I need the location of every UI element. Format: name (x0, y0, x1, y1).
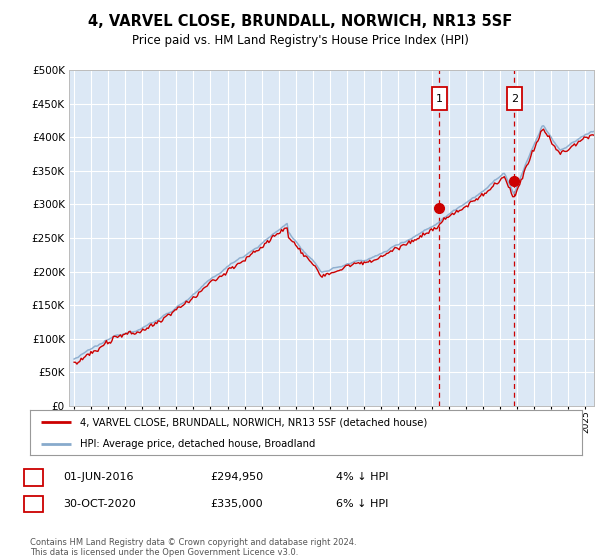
Text: Price paid vs. HM Land Registry's House Price Index (HPI): Price paid vs. HM Land Registry's House … (131, 34, 469, 46)
FancyBboxPatch shape (432, 87, 446, 110)
Text: 4, VARVEL CLOSE, BRUNDALL, NORWICH, NR13 5SF: 4, VARVEL CLOSE, BRUNDALL, NORWICH, NR13… (88, 14, 512, 29)
Text: £335,000: £335,000 (210, 499, 263, 509)
Text: 2: 2 (30, 499, 37, 509)
Text: £294,950: £294,950 (210, 472, 263, 482)
Text: HPI: Average price, detached house, Broadland: HPI: Average price, detached house, Broa… (80, 438, 315, 449)
Text: Contains HM Land Registry data © Crown copyright and database right 2024.
This d: Contains HM Land Registry data © Crown c… (30, 538, 356, 557)
Text: 4% ↓ HPI: 4% ↓ HPI (336, 472, 389, 482)
Text: 01-JUN-2016: 01-JUN-2016 (63, 472, 133, 482)
Text: 1: 1 (30, 472, 37, 482)
FancyBboxPatch shape (507, 87, 522, 110)
Text: 6% ↓ HPI: 6% ↓ HPI (336, 499, 388, 509)
Text: 4, VARVEL CLOSE, BRUNDALL, NORWICH, NR13 5SF (detached house): 4, VARVEL CLOSE, BRUNDALL, NORWICH, NR13… (80, 417, 427, 427)
Text: 1: 1 (436, 94, 443, 104)
Text: 2: 2 (511, 94, 518, 104)
Text: 30-OCT-2020: 30-OCT-2020 (63, 499, 136, 509)
